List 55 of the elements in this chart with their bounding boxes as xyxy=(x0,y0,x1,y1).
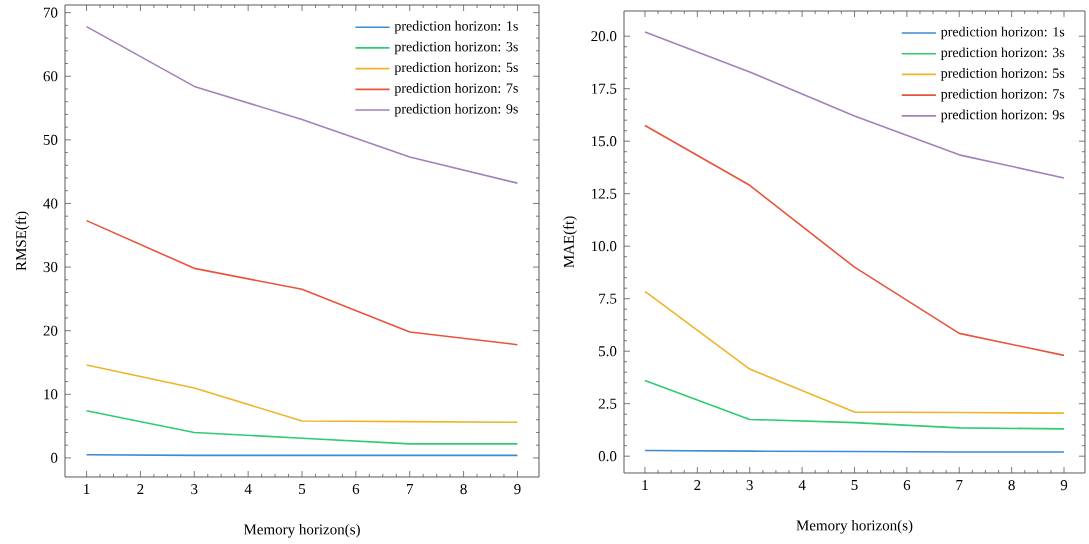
line-series xyxy=(85,409,519,445)
x-tick-label: 8 xyxy=(1008,479,1015,491)
line-series xyxy=(85,364,519,423)
x-tick-label: 6 xyxy=(903,479,911,491)
y-tick-label: 2.5 xyxy=(598,398,617,409)
x-tick-label: 9 xyxy=(1060,479,1068,491)
y-tick-label: 7.5 xyxy=(599,293,617,304)
y-tick-label: 10 xyxy=(44,389,58,400)
y-tick-label: 20.0 xyxy=(591,31,617,42)
y-tick-label: 60 xyxy=(43,71,58,82)
legend-label: prediction horizon: 3s xyxy=(940,47,1065,60)
y-tick-label: 17.5 xyxy=(592,83,617,94)
y-axis-title: MAE(ft) xyxy=(563,216,577,268)
x-tick-label: 4 xyxy=(244,483,252,494)
legend-label: prediction horizon: 9s xyxy=(940,109,1065,123)
x-tick-label: 3 xyxy=(191,483,198,495)
line-series xyxy=(644,124,1065,357)
legend-label: prediction horizon: 5s xyxy=(394,62,518,75)
y-tick-label: 20 xyxy=(43,325,58,336)
y-tick-label: 12.5 xyxy=(592,188,617,199)
legend-label: prediction horizon: 3s xyxy=(394,41,518,55)
x-tick-label: 3 xyxy=(746,479,753,491)
line-series xyxy=(644,379,1065,430)
x-axis-title: Memory horizon(s) xyxy=(243,523,360,538)
x-tick-label: 9 xyxy=(514,483,521,495)
line-series xyxy=(644,290,1065,414)
x-axis-title: Memory horizon(s) xyxy=(796,519,913,534)
y-axis-title: RMSE(ft) xyxy=(15,211,30,271)
y-tick-label: 50 xyxy=(43,134,58,145)
legend-label: prediction horizon: 7s xyxy=(940,88,1065,102)
y-tick-label: 5.0 xyxy=(599,345,617,357)
x-tick-label: 2 xyxy=(694,479,701,490)
legend-label: prediction horizon: 1s xyxy=(940,26,1065,40)
y-tick-label: 15.0 xyxy=(592,135,617,147)
x-tick-label: 5 xyxy=(851,479,858,490)
x-tick-label: 7 xyxy=(956,479,963,490)
y-tick-label: 40 xyxy=(43,198,58,209)
x-tick-label: 5 xyxy=(299,483,306,494)
legend-label: prediction horizon: 1s xyxy=(394,20,518,34)
y-tick-label: 70 xyxy=(43,7,58,18)
y-tick-label: 0.0 xyxy=(598,450,617,462)
x-tick-label: 6 xyxy=(352,483,360,495)
x-tick-label: 4 xyxy=(798,479,806,490)
x-tick-label: 2 xyxy=(137,483,144,494)
legend-label: prediction horizon: 9s xyxy=(394,103,518,117)
x-tick-label: 1 xyxy=(84,483,90,494)
line-series xyxy=(85,219,519,346)
legend-label: prediction horizon: 7s xyxy=(394,82,518,96)
y-tick-label: 0 xyxy=(51,452,58,463)
x-tick-label: 7 xyxy=(406,483,414,494)
y-tick-label: 30 xyxy=(43,261,58,273)
x-tick-label: 8 xyxy=(460,483,467,495)
legend-label: prediction horizon: 5s xyxy=(940,67,1065,81)
x-tick-label: 1 xyxy=(642,479,648,490)
y-tick-label: 10.0 xyxy=(592,240,617,252)
